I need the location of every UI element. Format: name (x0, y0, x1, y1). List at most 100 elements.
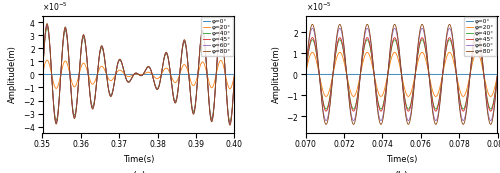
φ=80° (312, 33, 318, 35)
φ=40° (474, 39, 480, 41)
φ=60° (494, 73, 500, 75)
φ=45° (162, 56, 168, 58)
φ=40° (455, 87, 461, 89)
φ=40° (44, 26, 50, 29)
φ=20° (424, 66, 430, 68)
φ=40° (40, 73, 46, 75)
φ=80° (182, 39, 188, 41)
φ=60° (232, 73, 237, 75)
φ=0° (232, 73, 237, 75)
φ=0° (109, 73, 115, 75)
φ=80° (153, 88, 159, 90)
φ=45° (424, 62, 430, 64)
φ=60° (49, 82, 55, 84)
Line: φ=45°: φ=45° (42, 25, 234, 123)
Line: φ=20°: φ=20° (42, 60, 234, 89)
φ=40° (312, 45, 318, 48)
φ=20° (232, 73, 237, 75)
Line: φ=60°: φ=60° (306, 28, 498, 121)
φ=20° (494, 73, 500, 75)
φ=45° (445, 39, 451, 41)
φ=40° (416, 46, 422, 48)
φ=60° (44, 24, 50, 26)
φ=20° (109, 79, 115, 81)
φ=20° (474, 51, 480, 53)
φ=80° (455, 93, 461, 95)
φ=0° (49, 73, 55, 75)
φ=60° (372, 84, 378, 86)
φ=45° (49, 82, 55, 84)
Text: (b): (b) (394, 171, 408, 173)
φ=80° (227, 124, 233, 126)
φ=80° (494, 73, 500, 75)
φ=45° (153, 87, 159, 89)
φ=45° (109, 93, 115, 95)
φ=0° (302, 73, 308, 75)
φ=45° (192, 106, 198, 108)
φ=60° (323, 120, 329, 122)
φ=40° (372, 81, 378, 83)
φ=80° (323, 123, 329, 125)
φ=0° (162, 73, 168, 75)
φ=80° (302, 73, 308, 75)
φ=0° (494, 73, 500, 75)
φ=20° (445, 53, 451, 55)
φ=45° (323, 110, 329, 112)
φ=40° (323, 108, 329, 110)
φ=20° (44, 59, 50, 61)
φ=20° (182, 64, 188, 66)
Text: (a): (a) (132, 171, 145, 173)
Line: φ=40°: φ=40° (42, 28, 234, 121)
φ=20° (192, 83, 198, 85)
φ=20° (323, 95, 329, 97)
φ=80° (44, 22, 50, 25)
φ=45° (302, 73, 308, 75)
φ=0° (153, 73, 159, 75)
Line: φ=80°: φ=80° (306, 24, 498, 124)
φ=20° (416, 56, 422, 58)
φ=20° (40, 73, 46, 75)
φ=60° (455, 91, 461, 93)
φ=60° (474, 27, 480, 29)
φ=60° (424, 59, 430, 61)
φ=45° (416, 45, 422, 47)
φ=40° (162, 56, 168, 58)
φ=45° (227, 122, 233, 124)
φ=80° (162, 55, 168, 57)
φ=45° (44, 24, 50, 26)
φ=0° (445, 73, 451, 75)
φ=45° (40, 73, 46, 75)
φ=40° (424, 62, 430, 64)
φ=60° (302, 73, 308, 75)
φ=0° (40, 73, 46, 75)
φ=45° (312, 44, 318, 46)
φ=80° (372, 84, 378, 86)
φ=0° (312, 73, 318, 75)
Legend: φ=0°, φ=20°, φ=40°, φ=45°, φ=60°, φ=80°: φ=0°, φ=20°, φ=40°, φ=45°, φ=60°, φ=80° (464, 17, 496, 56)
Line: φ=40°: φ=40° (306, 40, 498, 109)
φ=45° (455, 88, 461, 90)
φ=45° (182, 40, 188, 43)
φ=80° (232, 73, 237, 75)
φ=20° (227, 88, 233, 90)
X-axis label: Time(s): Time(s) (123, 155, 154, 164)
φ=60° (109, 93, 115, 95)
φ=0° (192, 73, 198, 75)
φ=20° (312, 56, 318, 58)
φ=40° (232, 73, 237, 75)
φ=80° (424, 57, 430, 60)
φ=45° (494, 73, 500, 75)
φ=40° (49, 82, 55, 84)
φ=0° (455, 73, 461, 75)
φ=20° (455, 82, 461, 84)
Line: φ=60°: φ=60° (42, 25, 234, 124)
φ=80° (445, 27, 451, 29)
φ=40° (153, 86, 159, 88)
φ=20° (153, 77, 159, 79)
φ=40° (445, 41, 451, 43)
Line: φ=80°: φ=80° (42, 24, 234, 125)
φ=80° (192, 107, 198, 109)
φ=60° (162, 55, 168, 57)
φ=80° (416, 34, 422, 36)
Line: φ=45°: φ=45° (306, 38, 498, 111)
